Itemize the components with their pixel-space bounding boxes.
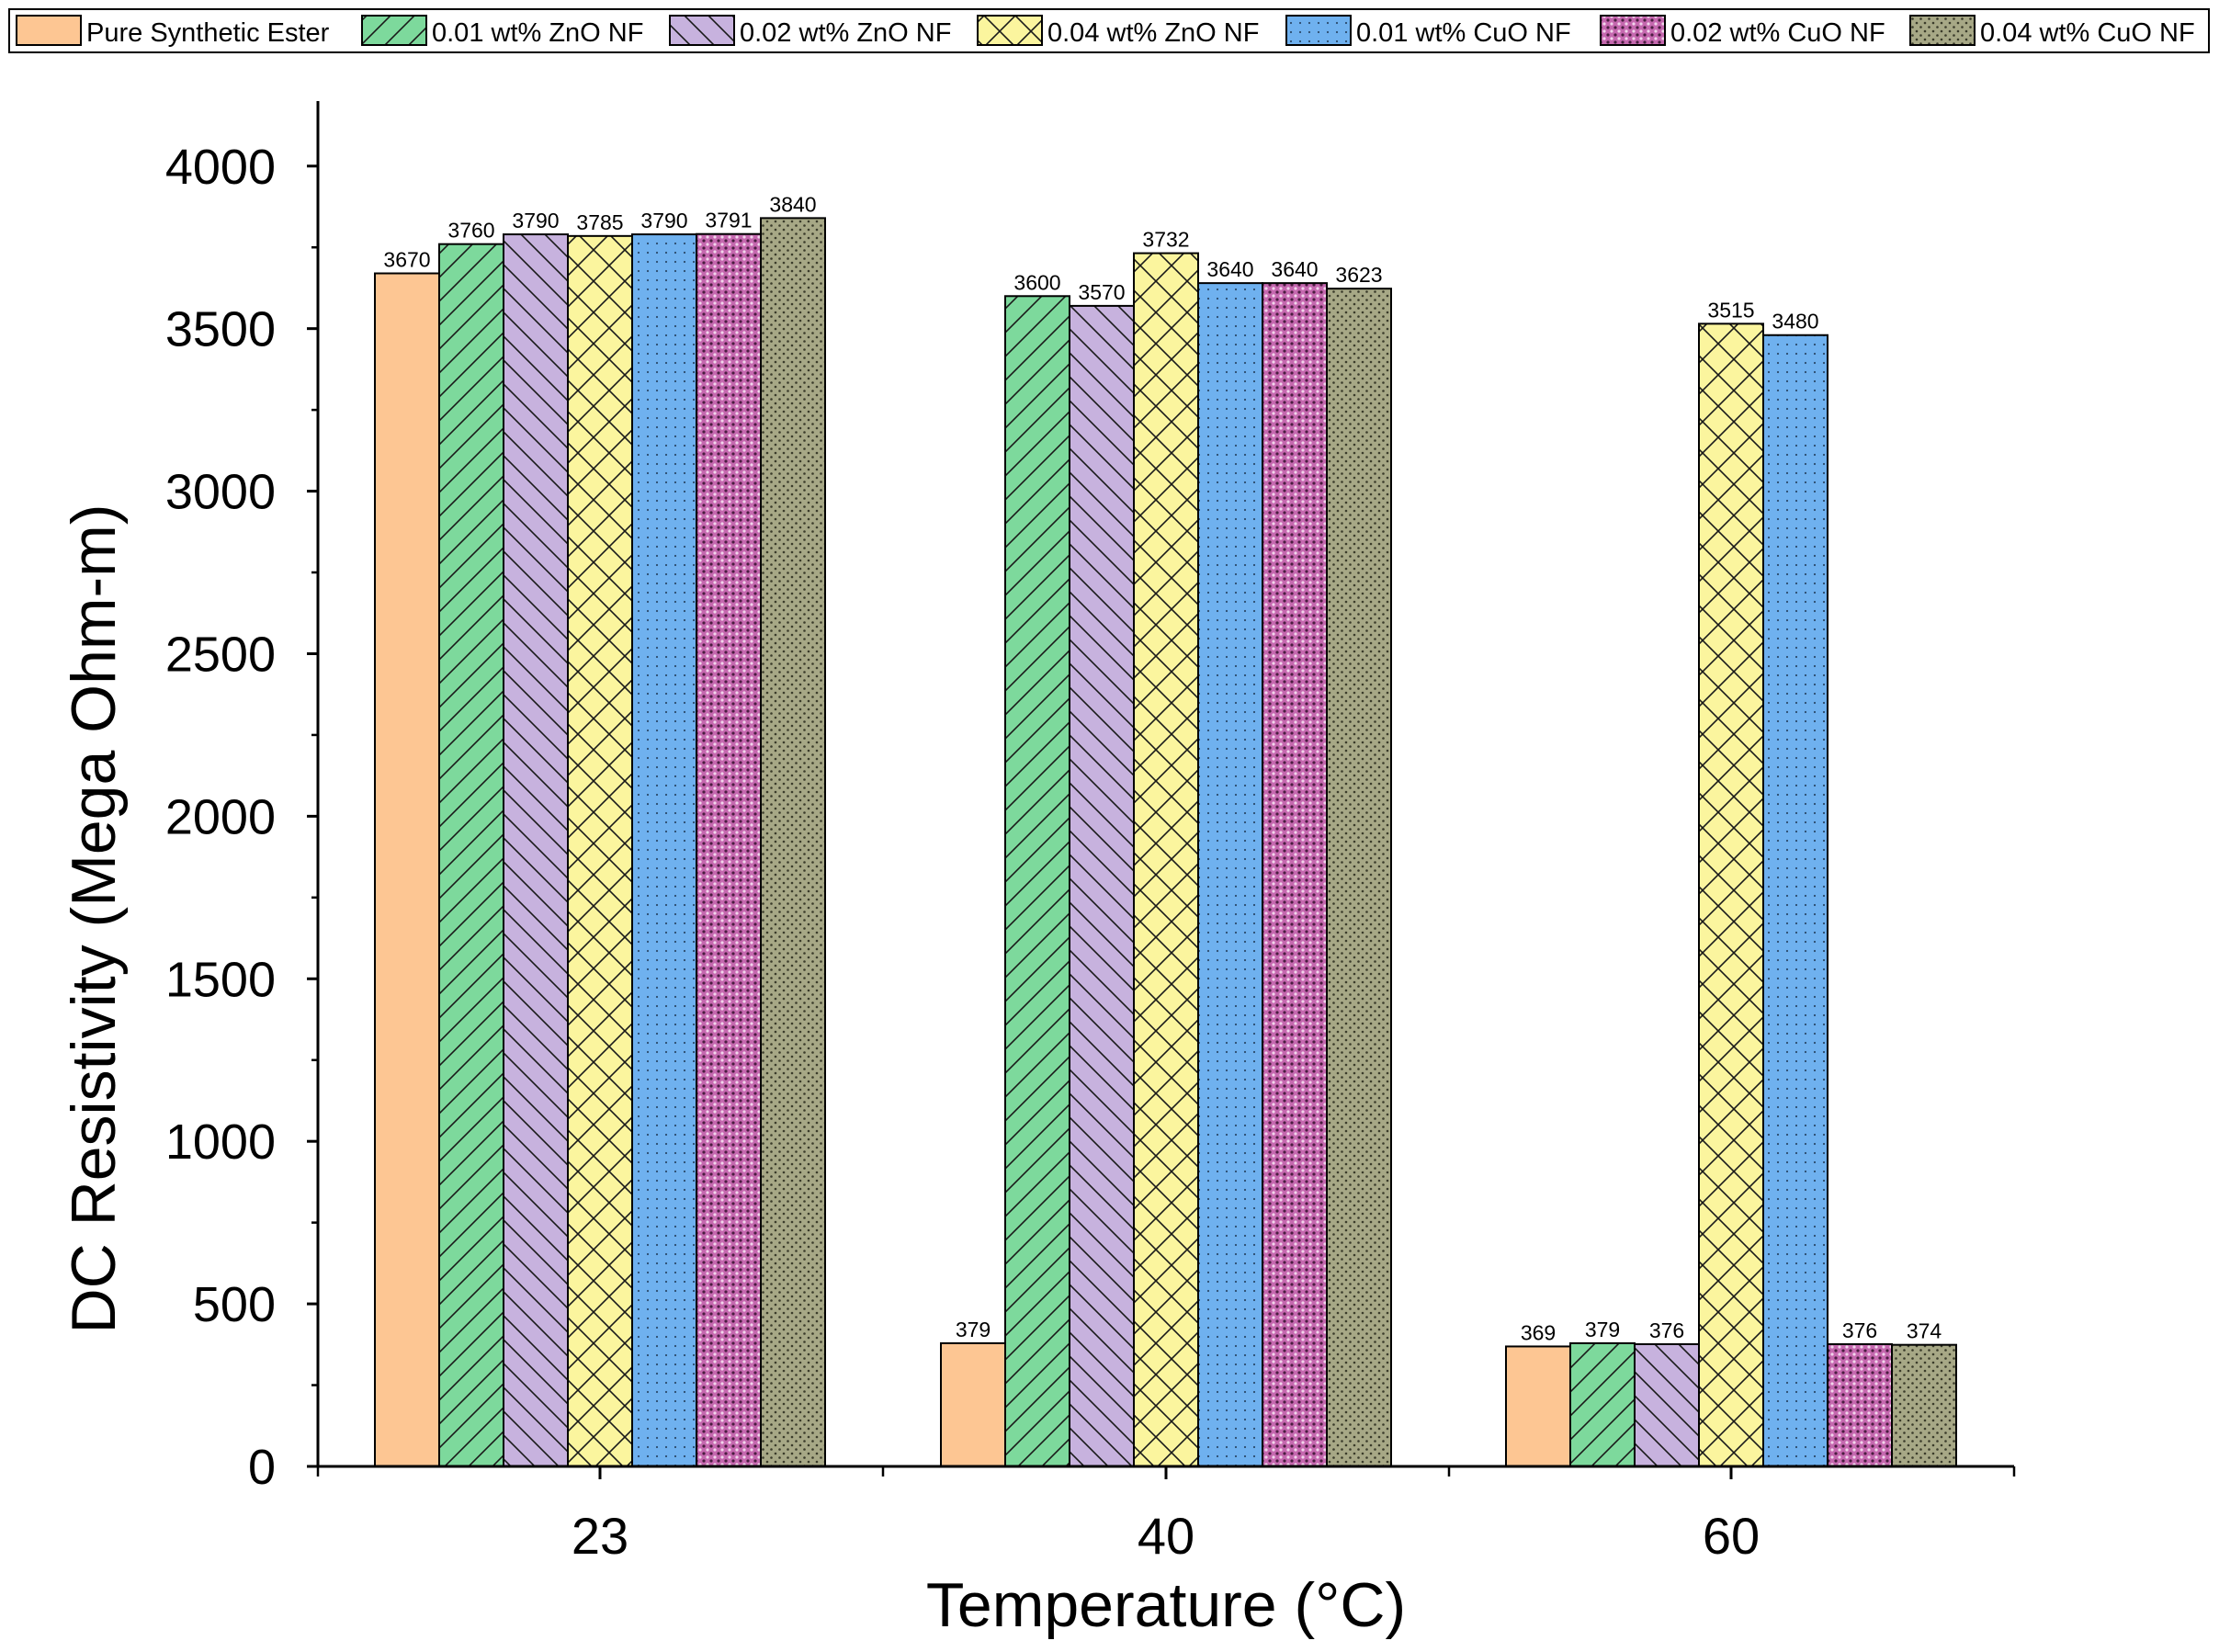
legend-label: 0.01 wt% ZnO NF xyxy=(432,18,643,48)
bar xyxy=(1262,282,1328,1468)
bar xyxy=(940,1341,1006,1468)
axes: 0 500 1000 1500 2000 2500 3000 3500 4000 23 40 60 xyxy=(165,101,2016,1565)
legend-swatch xyxy=(361,15,427,46)
legend-swatch xyxy=(1600,15,1666,46)
bar-value-label: 379 xyxy=(956,1318,991,1341)
bar xyxy=(1569,1341,1636,1468)
bar-value-label: 3570 xyxy=(1078,280,1125,304)
x-tick-label: 60 xyxy=(1703,1507,1760,1565)
y-tick-label: 0 xyxy=(248,1440,276,1495)
y-tick-label: 3000 xyxy=(165,465,276,520)
legend-item: Pure Synthetic Ester xyxy=(16,15,330,48)
bar-value-label: 376 xyxy=(1649,1318,1684,1342)
bar xyxy=(1827,1342,1893,1468)
bar xyxy=(374,272,440,1467)
bar xyxy=(1891,1343,1957,1468)
bar xyxy=(567,234,633,1468)
bar xyxy=(1004,295,1070,1467)
legend-swatch xyxy=(977,15,1043,46)
bar xyxy=(503,233,569,1468)
bar-value-label: 3600 xyxy=(1013,270,1060,294)
bar xyxy=(1326,288,1392,1468)
bar-value-label: 3760 xyxy=(447,219,494,243)
bar-value-label: 3515 xyxy=(1707,298,1754,322)
legend-swatch xyxy=(1909,15,1976,46)
bar-value-label: 3640 xyxy=(1206,257,1253,281)
bar xyxy=(1505,1345,1571,1468)
bar-value-label: 3732 xyxy=(1142,228,1189,252)
bar xyxy=(1197,282,1263,1468)
y-tick-label: 500 xyxy=(193,1277,276,1332)
bar xyxy=(1762,334,1828,1468)
legend-swatch xyxy=(16,15,82,46)
y-tick-label: 2000 xyxy=(165,789,276,844)
legend-item: 0.01 wt% ZnO NF xyxy=(361,15,643,48)
legend-item: 0.04 wt% ZnO NF xyxy=(977,15,1259,48)
y-tick-label: 1500 xyxy=(165,952,276,1007)
bar xyxy=(1069,304,1135,1467)
legend-label: 0.04 wt% ZnO NF xyxy=(1047,18,1259,48)
bar xyxy=(696,232,762,1467)
legend: Pure Synthetic Ester 0.01 wt% ZnO NF 0.02 … xyxy=(8,8,2210,53)
bar-value-label: 3790 xyxy=(640,209,687,232)
bar-value-label: 3670 xyxy=(383,248,430,272)
legend-label: 0.01 wt% CuO NF xyxy=(1356,18,1571,48)
bar xyxy=(1133,252,1199,1467)
legend-label: Pure Synthetic Ester xyxy=(86,18,330,48)
bar xyxy=(631,233,697,1468)
x-axis-title: Temperature (°C) xyxy=(926,1570,1406,1640)
legend-label: 0.04 wt% CuO NF xyxy=(1980,18,2195,48)
bar xyxy=(760,217,826,1467)
y-tick-label: 3500 xyxy=(165,302,276,357)
legend-item: 0.04 wt% CuO NF xyxy=(1909,15,2195,48)
bar-value-label: 3790 xyxy=(512,209,559,232)
y-tick-label: 4000 xyxy=(165,140,276,195)
legend-item: 0.02 wt% CuO NF xyxy=(1600,15,1885,48)
bar-value-label: 376 xyxy=(1842,1318,1877,1342)
legend-swatch xyxy=(669,15,735,46)
bar-value-label: 3785 xyxy=(576,210,623,234)
legend-label: 0.02 wt% CuO NF xyxy=(1670,18,1885,48)
bar-labels: 3670 3760 3790 3785 3790 3791 3840 379 3600 3570 3… xyxy=(383,192,1942,1344)
y-axis-title: DC Resistivity (Mega Ohm-m) xyxy=(59,504,129,1334)
bars xyxy=(374,217,1957,1468)
y-tick-label: 2500 xyxy=(165,627,276,682)
y-tick-label: 1000 xyxy=(165,1115,276,1170)
bar-value-label: 374 xyxy=(1907,1319,1942,1343)
bar xyxy=(438,243,504,1468)
bar-value-label: 3480 xyxy=(1772,310,1818,334)
bar-value-label: 3640 xyxy=(1271,257,1318,281)
bar-value-label: 3791 xyxy=(705,209,752,232)
legend-item: 0.01 wt% CuO NF xyxy=(1285,15,1571,48)
bar xyxy=(1634,1342,1700,1468)
bar xyxy=(1698,322,1764,1468)
bar-value-label: 369 xyxy=(1521,1320,1556,1344)
x-tick-label: 23 xyxy=(572,1507,628,1565)
bar-value-label: 379 xyxy=(1585,1318,1620,1341)
x-tick-label: 40 xyxy=(1138,1507,1194,1565)
legend-item: 0.02 wt% ZnO NF xyxy=(669,15,951,48)
legend-swatch xyxy=(1285,15,1352,46)
bar-value-label: 3840 xyxy=(769,192,816,216)
legend-label: 0.02 wt% ZnO NF xyxy=(740,18,951,48)
bar-value-label: 3623 xyxy=(1335,263,1382,287)
